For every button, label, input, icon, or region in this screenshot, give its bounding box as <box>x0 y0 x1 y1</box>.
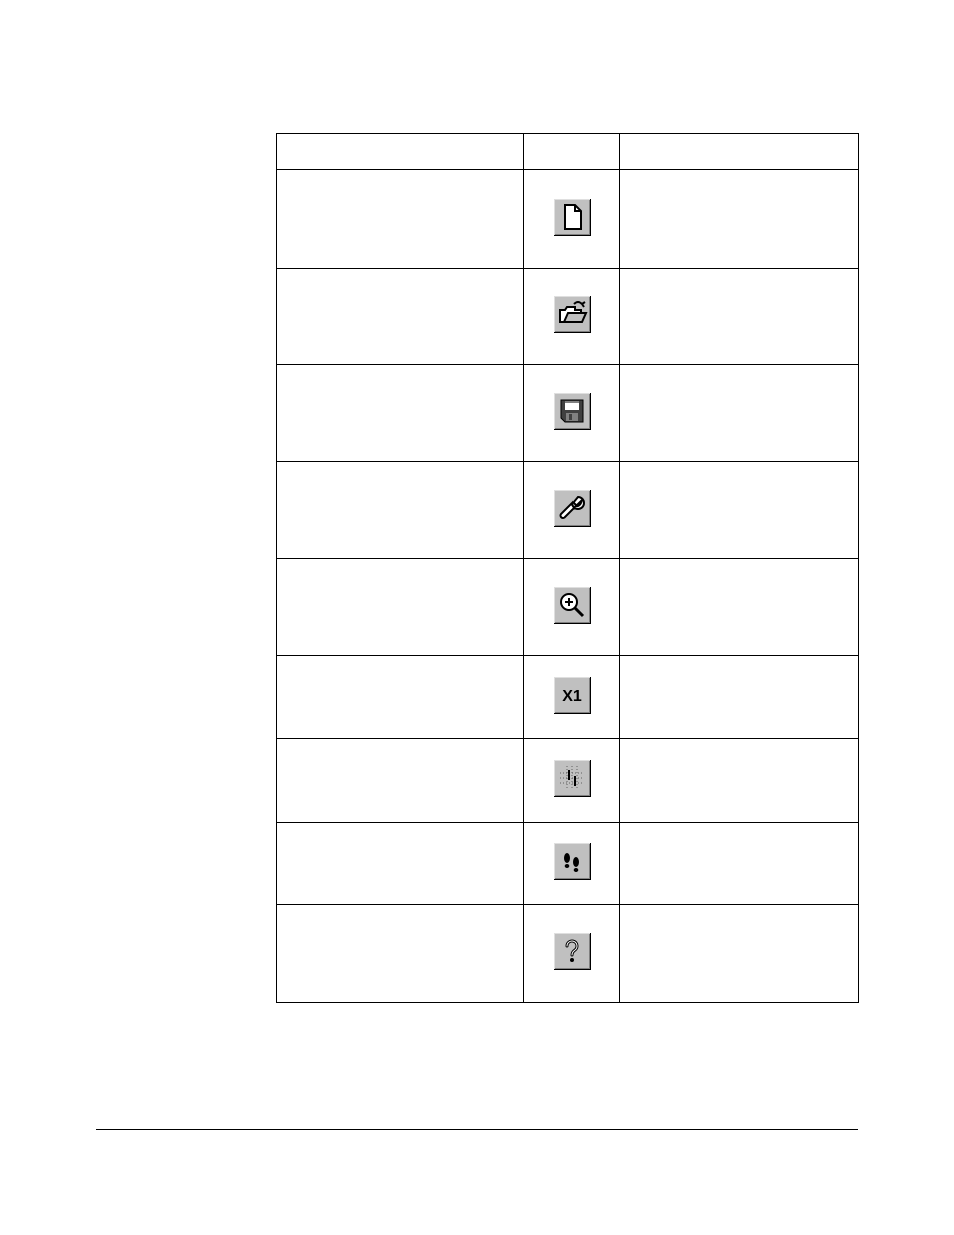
footprints-button[interactable] <box>553 842 591 880</box>
cell-icon <box>524 739 620 823</box>
cell-name <box>277 365 524 462</box>
header-cell-name <box>277 134 524 170</box>
save-button[interactable] <box>553 392 591 430</box>
cell-icon <box>524 905 620 1003</box>
cell-name <box>277 905 524 1003</box>
cell-name <box>277 823 524 905</box>
cell-desc <box>620 823 859 905</box>
help-button[interactable] <box>553 932 591 970</box>
cell-desc <box>620 365 859 462</box>
grid-icon <box>556 762 588 794</box>
zoom-1x-label: X1 <box>562 688 582 705</box>
header-cell-icon <box>524 134 620 170</box>
zoom-in-button[interactable] <box>553 586 591 624</box>
footer-rule <box>96 1129 858 1130</box>
cell-icon <box>524 365 620 462</box>
toolbar-reference-table: X1 <box>276 133 859 1003</box>
cell-icon: X1 <box>524 656 620 739</box>
help-icon <box>556 935 588 967</box>
header-cell-desc <box>620 134 859 170</box>
cell-desc <box>620 170 859 269</box>
cell-icon <box>524 269 620 365</box>
settings-button[interactable] <box>553 489 591 527</box>
table-row <box>277 739 859 823</box>
cell-desc <box>620 905 859 1003</box>
cell-icon <box>524 462 620 559</box>
cell-icon <box>524 559 620 656</box>
wrench-icon <box>556 492 588 524</box>
table-row: X1 <box>277 656 859 739</box>
cell-icon <box>524 170 620 269</box>
table-row <box>277 905 859 1003</box>
zoom-1x-icon: X1 <box>556 679 588 711</box>
cell-name <box>277 170 524 269</box>
table-row <box>277 462 859 559</box>
table-row <box>277 559 859 656</box>
cell-desc <box>620 462 859 559</box>
cell-desc <box>620 739 859 823</box>
document-page: X1 <box>0 0 954 1235</box>
cell-name <box>277 739 524 823</box>
cell-name <box>277 462 524 559</box>
cell-name <box>277 269 524 365</box>
cell-icon <box>524 823 620 905</box>
table-row <box>277 823 859 905</box>
table-row <box>277 170 859 269</box>
cell-desc <box>620 559 859 656</box>
open-folder-icon <box>556 298 588 330</box>
cell-desc <box>620 269 859 365</box>
grid-button[interactable] <box>553 759 591 797</box>
new-document-icon <box>556 201 588 233</box>
table-row <box>277 269 859 365</box>
zoom-in-icon <box>556 589 588 621</box>
zoom-1x-button[interactable]: X1 <box>553 676 591 714</box>
save-floppy-icon <box>556 395 588 427</box>
table-row <box>277 365 859 462</box>
footprints-icon <box>556 845 588 877</box>
cell-name <box>277 559 524 656</box>
cell-desc <box>620 656 859 739</box>
open-button[interactable] <box>553 295 591 333</box>
table-header-row <box>277 134 859 170</box>
cell-name <box>277 656 524 739</box>
new-button[interactable] <box>553 198 591 236</box>
